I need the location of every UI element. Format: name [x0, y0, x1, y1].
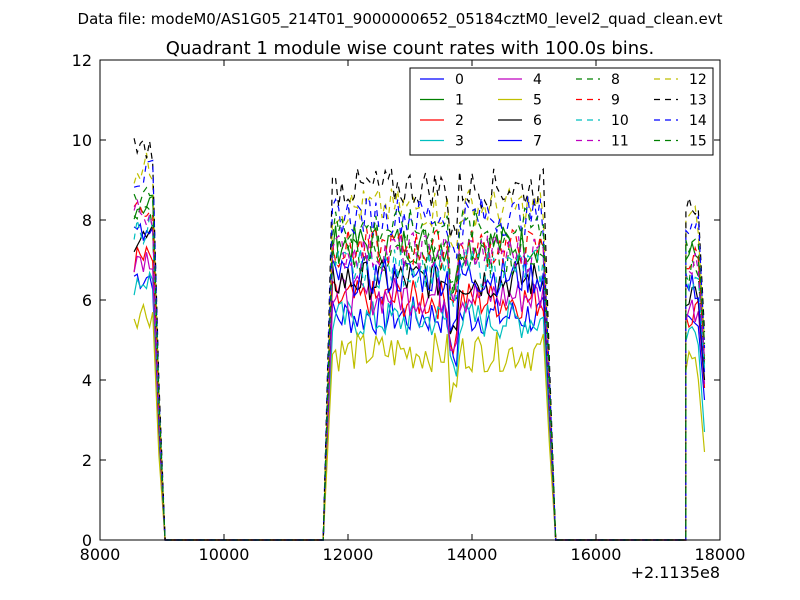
legend-label-8: 8 [611, 72, 620, 88]
x-tick-label: 14000 [447, 545, 498, 564]
legend-label-13: 13 [689, 93, 707, 109]
series-line-14 [133, 159, 706, 541]
y-tick-label: 0 [82, 531, 92, 550]
legend-label-2: 2 [455, 113, 464, 129]
x-tick-label: 18000 [695, 545, 746, 564]
series-line-1 [133, 195, 706, 541]
legend-label-4: 4 [533, 72, 542, 88]
legend-label-10: 10 [611, 113, 629, 129]
y-tick-label: 2 [82, 451, 92, 470]
series-line-2 [133, 244, 706, 541]
series-line-10 [133, 216, 706, 541]
legend-label-1: 1 [455, 93, 464, 109]
legend-label-0: 0 [455, 72, 464, 88]
series-line-0 [133, 273, 706, 541]
y-tick-label: 10 [72, 131, 92, 150]
x-tick-label: 12000 [323, 545, 374, 564]
chart-title: Quadrant 1 module wise count rates with … [166, 38, 655, 59]
legend-label-5: 5 [533, 93, 542, 109]
x-tick-label: 10000 [199, 545, 250, 564]
suptitle: Data file: modeM0/AS1G05_214T01_90000006… [78, 10, 723, 29]
plot-layer [133, 138, 706, 541]
legend-label-9: 9 [611, 93, 620, 109]
series-line-15 [133, 186, 706, 541]
series-line-11 [133, 199, 706, 541]
x-tick-label: 16000 [571, 545, 622, 564]
series-line-5 [133, 302, 706, 541]
series-line-3 [133, 270, 706, 541]
y-tick-label: 8 [82, 211, 92, 230]
x-offset-label: +2.1135e8 [631, 563, 720, 582]
legend-label-12: 12 [689, 72, 707, 88]
series-line-7 [133, 222, 706, 541]
legend-label-7: 7 [533, 134, 542, 150]
legend-label-3: 3 [455, 134, 464, 150]
series-line-13 [133, 138, 706, 541]
series-line-4 [133, 252, 706, 541]
y-tick-label: 6 [82, 291, 92, 310]
legend-label-14: 14 [689, 113, 707, 129]
y-tick-label: 12 [72, 51, 92, 70]
legend-label-6: 6 [533, 113, 542, 129]
legend-box [409, 67, 714, 156]
legend-label-11: 11 [611, 134, 629, 150]
series-line-12 [133, 152, 706, 541]
x-tick-label: 8000 [80, 545, 121, 564]
series-line-9 [133, 201, 706, 541]
legend-label-15: 15 [689, 134, 707, 150]
y-tick-label: 4 [82, 371, 92, 390]
